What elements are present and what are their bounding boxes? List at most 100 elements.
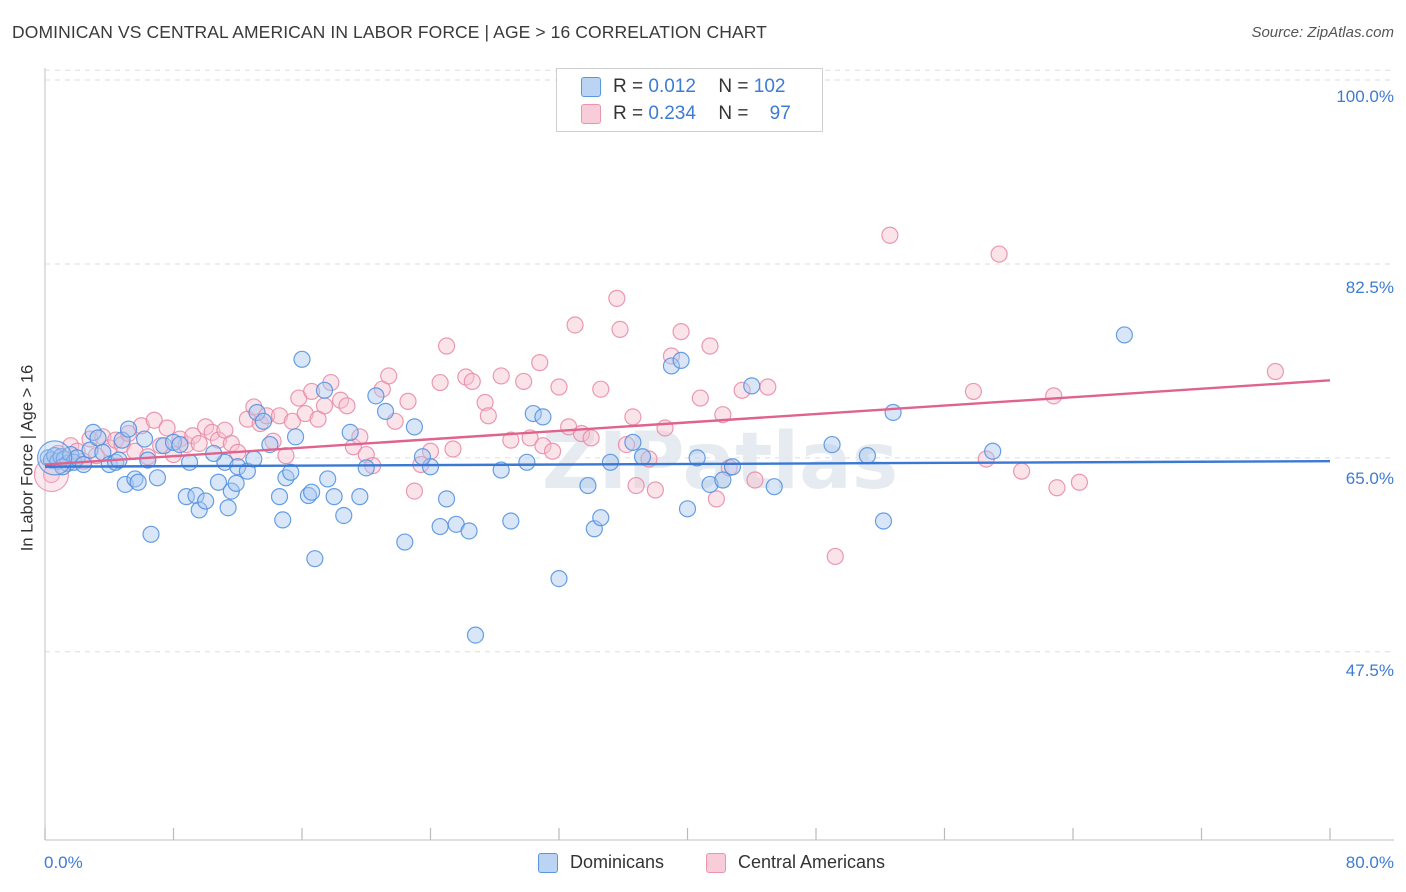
dominican-point xyxy=(282,463,300,481)
dominican-point xyxy=(765,478,783,496)
central-american-point xyxy=(515,372,533,391)
dominican-point xyxy=(89,429,107,447)
dominican-point xyxy=(74,455,93,474)
central-american-point xyxy=(437,337,456,355)
dominican-point xyxy=(431,517,449,536)
dominican-point xyxy=(293,350,311,368)
central-american-point xyxy=(258,407,276,425)
central-american-point xyxy=(592,380,610,398)
dominican-point xyxy=(714,471,732,489)
stats-legend-row-central-americans: R = 0.234 N = 97 xyxy=(581,102,791,126)
central-american-point xyxy=(303,382,321,401)
y-tick-47-5: 47.5% xyxy=(1345,661,1394,680)
dominican-point xyxy=(286,428,305,446)
central-american-point xyxy=(1070,473,1089,491)
dominican-point xyxy=(84,423,102,442)
dominican-point xyxy=(579,476,597,495)
dominican-point xyxy=(135,430,154,448)
legend-item-dominicans: Dominicans xyxy=(538,852,664,873)
central-american-point xyxy=(158,419,176,437)
stats-legend: R = 0.012 N = 102 R = 0.234 N = 97 xyxy=(556,68,823,132)
dominican-point xyxy=(367,387,385,405)
dominican-point xyxy=(248,403,266,422)
central-american-point xyxy=(132,417,150,435)
n-label: N = xyxy=(718,103,749,124)
central-american-point xyxy=(463,372,481,391)
central-american-point xyxy=(338,397,356,415)
dominican-point xyxy=(219,499,237,517)
central-american-point xyxy=(662,347,681,365)
pink-swatch xyxy=(706,852,726,873)
dominican-point xyxy=(139,451,157,469)
r-label: R = xyxy=(613,76,644,97)
central-american-point xyxy=(733,381,751,399)
n-value: 97 xyxy=(769,103,791,124)
central-american-point xyxy=(405,482,424,500)
dominican-point xyxy=(81,441,99,459)
dominican-point xyxy=(460,522,478,540)
central-american-point xyxy=(566,316,584,334)
central-american-point xyxy=(672,323,690,341)
dominican-point xyxy=(315,381,334,399)
r-value: 0.012 xyxy=(648,76,696,97)
central-american-point xyxy=(380,367,398,385)
central-american-point xyxy=(476,393,494,412)
dominican-cluster-point xyxy=(37,440,73,476)
dominican-point xyxy=(518,453,536,471)
dominican-point xyxy=(245,450,263,468)
dominican-point xyxy=(325,488,343,506)
dominican-point xyxy=(351,488,369,506)
dominican-point xyxy=(466,626,485,644)
dominican-point xyxy=(126,470,144,488)
dominican-point xyxy=(197,492,215,510)
central-american-point xyxy=(964,382,983,401)
stats-legend-row-dominicans: R = 0.012 N = 102 xyxy=(581,75,785,99)
dominican-point xyxy=(743,377,761,395)
central-american-point xyxy=(190,434,208,453)
dominican-point xyxy=(376,402,395,420)
central-american-point xyxy=(550,378,568,396)
central-american-point xyxy=(826,547,844,566)
dominican-point xyxy=(341,423,359,442)
dominican-point xyxy=(984,442,1002,460)
central-american-point xyxy=(531,354,549,372)
dominican-point xyxy=(550,570,568,588)
central-american-point xyxy=(1045,387,1063,405)
central-american-point xyxy=(479,407,497,425)
dominican-point xyxy=(254,412,273,430)
n-label: N = xyxy=(718,76,749,97)
dominican-point xyxy=(688,449,706,467)
central-american-point xyxy=(543,442,562,460)
central-american-point xyxy=(608,289,626,307)
dominican-point xyxy=(142,525,160,543)
central-american-point xyxy=(296,404,314,423)
dominican-point xyxy=(437,490,456,508)
dominican-point xyxy=(1115,326,1134,344)
dominican-point xyxy=(633,448,652,466)
chart-title: DOMINICAN VS CENTRAL AMERICAN IN LABOR F… xyxy=(12,22,767,42)
n-value: 102 xyxy=(753,76,786,97)
dominican-point xyxy=(502,512,520,530)
dominican-trend-line xyxy=(44,459,1331,468)
central-american-point xyxy=(759,378,777,396)
central-american-point xyxy=(145,411,163,429)
central-american-point xyxy=(119,424,138,443)
dominican-point xyxy=(306,550,324,568)
dominican-point xyxy=(601,453,620,471)
dominican-point xyxy=(148,469,167,487)
x-tick-0: 0.0% xyxy=(44,853,83,872)
central-american-point xyxy=(1266,362,1284,381)
dominican-point xyxy=(405,418,424,436)
legend-label: Central Americans xyxy=(738,852,886,872)
central-american-point xyxy=(270,407,289,425)
dominican-point xyxy=(858,447,877,465)
dominican-point xyxy=(413,448,432,466)
central-american-point xyxy=(177,435,195,454)
central-american-trend-line xyxy=(44,379,1331,466)
y-tick-82-5: 82.5% xyxy=(1345,278,1394,297)
central-american-point xyxy=(399,392,417,410)
central-american-point xyxy=(701,337,719,355)
dominican-point xyxy=(492,461,510,479)
central-american-point xyxy=(209,431,228,449)
